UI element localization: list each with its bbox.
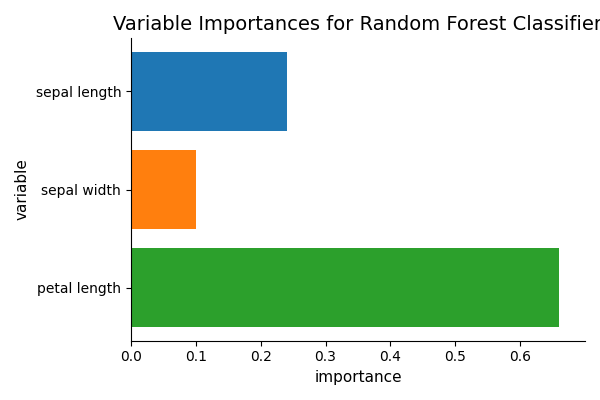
- Y-axis label: variable: variable: [15, 158, 30, 220]
- Title: Variable Importances for Random Forest Classifier: Variable Importances for Random Forest C…: [113, 15, 600, 34]
- X-axis label: importance: importance: [314, 370, 402, 385]
- Bar: [131, 52, 287, 131]
- Bar: [131, 150, 196, 229]
- Bar: [131, 248, 559, 327]
